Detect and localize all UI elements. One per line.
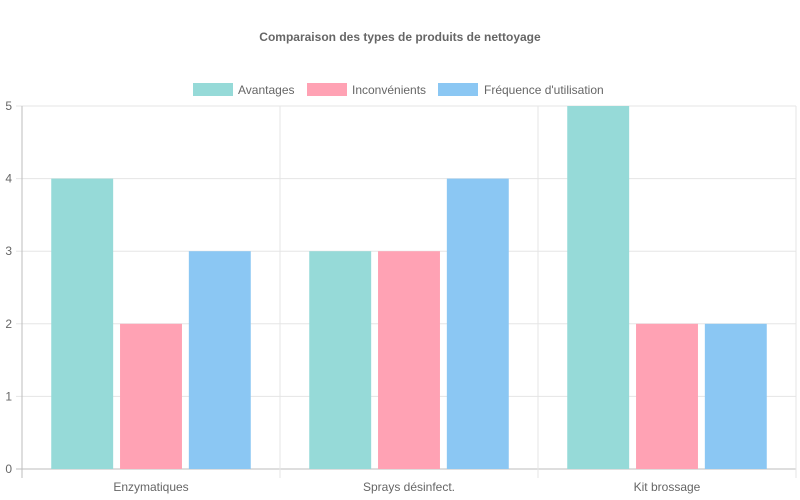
legend-label: Fréquence d'utilisation <box>484 83 604 97</box>
legend-label: Avantages <box>238 83 295 97</box>
legend-swatch <box>193 83 233 96</box>
y-tick-label: 2 <box>5 317 12 331</box>
bar[interactable] <box>51 178 114 469</box>
legend-item[interactable]: Fréquence d'utilisation <box>438 83 604 97</box>
legend: Avantages Inconvénients Fréquence d'utilis… <box>193 83 604 97</box>
y-tick-label: 0 <box>5 462 12 476</box>
bar[interactable] <box>704 323 767 469</box>
chart-title: Comparaison des types de produits de net… <box>259 30 541 44</box>
y-tick-label: 3 <box>5 244 12 258</box>
x-tick-label: Enzymatiques <box>113 480 188 494</box>
bar[interactable] <box>446 178 509 469</box>
bar[interactable] <box>120 323 182 469</box>
x-tick-label: Sprays désinfect. <box>363 480 455 494</box>
y-tick-label: 1 <box>5 389 12 403</box>
legend-label: Inconvénients <box>352 83 426 97</box>
axes: 0 1 2 3 4 5 Enzymatiques Sprays désinfect. Kit b… <box>5 99 700 494</box>
bars <box>51 106 767 469</box>
y-tick-label: 4 <box>5 172 12 186</box>
bar[interactable] <box>567 106 630 469</box>
y-tick-label: 5 <box>5 99 12 113</box>
bar[interactable] <box>309 251 372 469</box>
legend-item[interactable]: Inconvénients <box>307 83 426 97</box>
legend-swatch <box>438 83 478 96</box>
bar[interactable] <box>188 251 251 469</box>
x-tick-label: Kit brossage <box>634 480 701 494</box>
legend-item[interactable]: Avantages <box>193 83 295 97</box>
legend-swatch <box>307 83 347 96</box>
bar[interactable] <box>636 323 698 469</box>
bar[interactable] <box>378 251 440 469</box>
